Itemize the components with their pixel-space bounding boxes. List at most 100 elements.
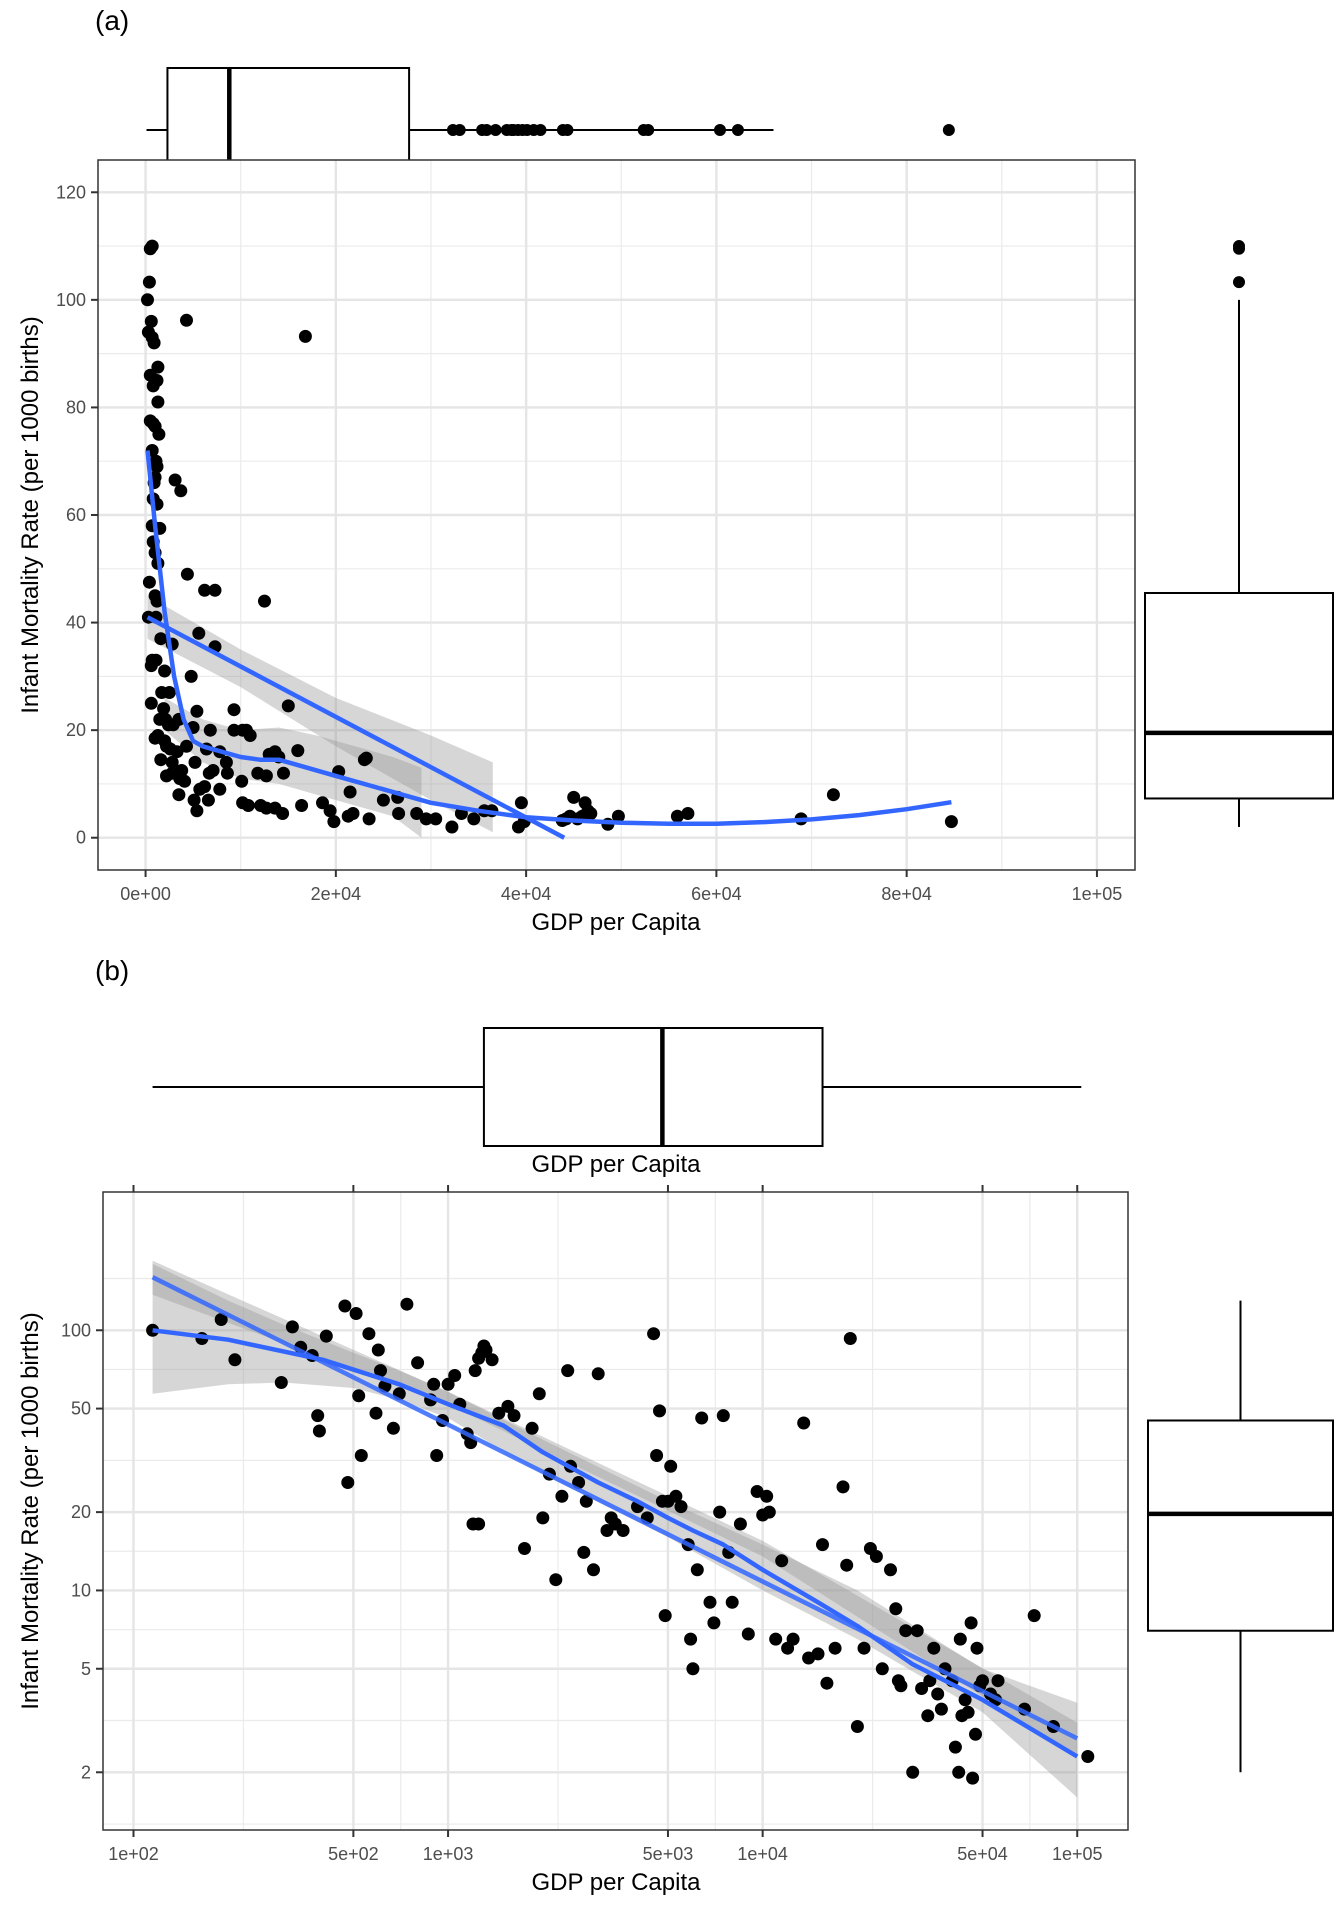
x-tick-label: 5e+03 <box>643 1844 694 1864</box>
data-point <box>227 703 241 717</box>
box-outlier <box>713 124 726 136</box>
data-point <box>192 626 206 640</box>
data-point <box>674 1500 688 1514</box>
y-tick-label: 80 <box>66 397 86 417</box>
data-point <box>976 1674 989 1688</box>
y-tick-label: 100 <box>56 290 86 310</box>
data-point <box>869 1550 883 1563</box>
data-point <box>843 1332 857 1345</box>
panel-b-grid <box>103 1192 1128 1830</box>
data-point <box>208 583 222 597</box>
data-point <box>836 1480 850 1494</box>
data-point <box>327 815 341 829</box>
panel-b-x-axis-title: GDP per Capita <box>532 1869 702 1896</box>
data-point <box>479 1343 493 1357</box>
data-point <box>611 809 625 823</box>
data-point <box>187 793 201 807</box>
data-point <box>760 1489 774 1503</box>
data-point <box>828 1641 842 1655</box>
data-point <box>295 799 309 812</box>
data-point <box>152 427 166 441</box>
box-outlier <box>453 124 466 136</box>
panel-b-top-axis <box>132 1185 1079 1192</box>
data-point <box>203 723 217 737</box>
x-tick-label: 4e+04 <box>501 884 552 904</box>
data-point <box>201 793 215 807</box>
y-tick-label: 120 <box>56 182 86 202</box>
data-point <box>419 812 433 826</box>
data-point <box>158 664 172 678</box>
fit-line-linear <box>151 1275 1079 1741</box>
data-point <box>762 1505 776 1519</box>
data-point <box>921 1709 935 1723</box>
data-point <box>969 1727 982 1741</box>
box-outlier <box>534 124 547 136</box>
panel-b-points <box>146 1297 1095 1785</box>
data-point <box>934 1702 948 1716</box>
data-point <box>467 812 481 826</box>
data-point <box>884 1563 897 1577</box>
data-point <box>964 1616 978 1630</box>
data-point <box>154 753 168 767</box>
data-point <box>343 785 357 799</box>
data-point <box>991 1674 1005 1688</box>
data-point <box>220 766 234 780</box>
panel-b-y-axis-title: Infant Mortality Rate (per 1000 births) <box>17 1312 44 1710</box>
data-point <box>162 686 176 699</box>
data-point <box>567 790 581 804</box>
data-point <box>927 1641 941 1655</box>
data-point <box>850 1720 864 1733</box>
data-point <box>840 1558 854 1572</box>
panel-b-tag: (b) <box>95 955 129 986</box>
box-outlier <box>642 124 655 136</box>
data-point <box>961 1705 975 1719</box>
data-point <box>923 1674 937 1688</box>
panel-a-y-axis-title: Infant Mortality Rate (per 1000 births) <box>17 316 44 714</box>
data-point <box>894 1679 908 1693</box>
box-outlier <box>489 124 502 136</box>
data-point <box>966 1771 980 1785</box>
data-point <box>188 755 202 769</box>
data-point <box>145 239 159 253</box>
data-point <box>235 774 249 788</box>
data-point <box>165 755 179 769</box>
data-point <box>274 1376 288 1389</box>
data-point <box>741 1627 755 1641</box>
panel-a-right-boxplot <box>1144 240 1334 827</box>
data-point <box>312 1424 326 1438</box>
data-point <box>243 729 257 742</box>
box-outlier <box>561 124 574 136</box>
data-point <box>144 659 158 673</box>
data-point <box>144 696 158 710</box>
data-point <box>174 484 188 498</box>
data-point <box>258 594 271 608</box>
x-tick-label: 1e+03 <box>423 1844 474 1864</box>
box-iqr <box>1144 591 1334 800</box>
panel-a-grid <box>98 160 1135 870</box>
confidence-band-loess <box>152 1263 1078 1798</box>
x-tick-label: 6e+04 <box>691 884 742 904</box>
data-point <box>338 1299 352 1313</box>
data-point <box>180 739 193 753</box>
data-point <box>386 1421 400 1435</box>
data-point <box>579 1494 593 1508</box>
data-point <box>958 1693 972 1707</box>
data-point <box>725 1595 739 1609</box>
data-point <box>362 812 376 826</box>
panel-b-confidence-bands <box>152 1260 1078 1798</box>
panel-b-fit-lines <box>151 1275 1079 1759</box>
data-point <box>214 1313 228 1326</box>
data-point <box>581 804 595 818</box>
data-point <box>172 788 186 802</box>
data-point <box>485 1353 499 1367</box>
data-point <box>775 1554 789 1568</box>
box-outlier <box>1233 276 1245 289</box>
y-tick-label: 40 <box>66 613 86 633</box>
data-point <box>875 1662 889 1676</box>
data-point <box>953 1632 967 1646</box>
data-point <box>616 1524 630 1537</box>
data-point <box>166 718 180 732</box>
x-tick-label: 8e+04 <box>881 884 932 904</box>
data-point <box>555 1489 569 1503</box>
